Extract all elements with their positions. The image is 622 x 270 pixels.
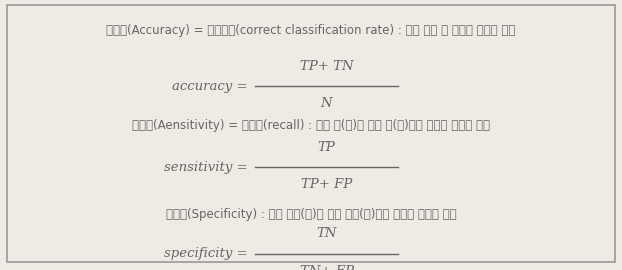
Text: 정확도(Accuracy) = 정분류율(correct classification rate) : 전체 결과 중 정확히 예측한 비율: 정확도(Accuracy) = 정분류율(correct classificat…: [106, 24, 516, 37]
Text: N: N: [321, 97, 332, 110]
Text: sensitivity =: sensitivity =: [164, 161, 252, 174]
Text: TN+ FP: TN+ FP: [300, 265, 353, 270]
Text: specificity =: specificity =: [164, 247, 252, 260]
Text: TP: TP: [318, 141, 335, 154]
Text: 민감도(Aensitivity) = 재현율(recall) : 실제 참(양)인 것을 참(양)으로 제대로 분류한 비율: 민감도(Aensitivity) = 재현율(recall) : 실제 참(양)…: [132, 119, 490, 132]
Text: TP+ FP: TP+ FP: [301, 178, 352, 191]
Text: TN: TN: [317, 227, 337, 240]
Text: 특이도(Specificity) : 실제 거짓(음)인 것을 거짓(음)으로 제대로 분류한 비율: 특이도(Specificity) : 실제 거짓(음)인 것을 거짓(음)으로 …: [165, 208, 457, 221]
Text: TP+ TN: TP+ TN: [300, 60, 353, 73]
Text: accuracy =: accuracy =: [172, 80, 252, 93]
FancyBboxPatch shape: [7, 5, 615, 262]
